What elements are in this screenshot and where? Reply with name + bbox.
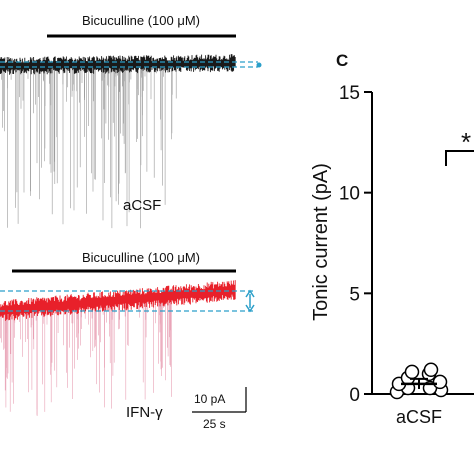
y-tick-label: 5 (349, 284, 360, 305)
trace-panel-acsf: Bicuculline (100 μM) aCSF (0, 13, 262, 229)
y-tick-label: 15 (339, 83, 360, 104)
scale-bar-y-label: 10 pA (194, 392, 225, 406)
trace-ifn (0, 280, 236, 416)
trace-acsf-band (0, 54, 236, 75)
data-point (432, 374, 448, 390)
shift-arrowhead-up (245, 289, 255, 298)
x-category-label: aCSF (396, 407, 442, 427)
condition-label-bottom: IFN-γ (126, 404, 163, 421)
baseline-marker-icon (256, 62, 262, 68)
condition-label-top: aCSF (123, 197, 161, 214)
data-point (423, 362, 439, 378)
y-ticks: 0 5 10 15 (339, 83, 372, 406)
data-point (404, 364, 420, 380)
significance-bracket (445, 150, 474, 166)
data-points (389, 362, 449, 400)
y-tick-label: 10 (339, 184, 360, 205)
shift-arrowhead-down (245, 304, 255, 313)
panel-c: C Tonic current (pA) 0 5 10 15 aCSF * (310, 51, 474, 427)
y-axis-label: Tonic current (pA) (310, 163, 332, 321)
panel-letter: C (336, 51, 348, 70)
scale-bar: 10 pA 25 s (192, 387, 247, 431)
drug-label-top: Bicuculline (100 μM) (82, 13, 200, 28)
trace-ifn-band (0, 280, 236, 321)
scale-bar-x-label: 25 s (203, 417, 226, 431)
trace-acsf (0, 54, 236, 229)
trace-panel-ifn: Bicuculline (100 μM) IFN-γ (0, 250, 256, 421)
significance-star: * (461, 127, 471, 157)
y-tick-label: 0 (349, 385, 360, 406)
mean-sem (401, 377, 437, 389)
drug-label-bottom: Bicuculline (100 μM) (82, 250, 200, 265)
